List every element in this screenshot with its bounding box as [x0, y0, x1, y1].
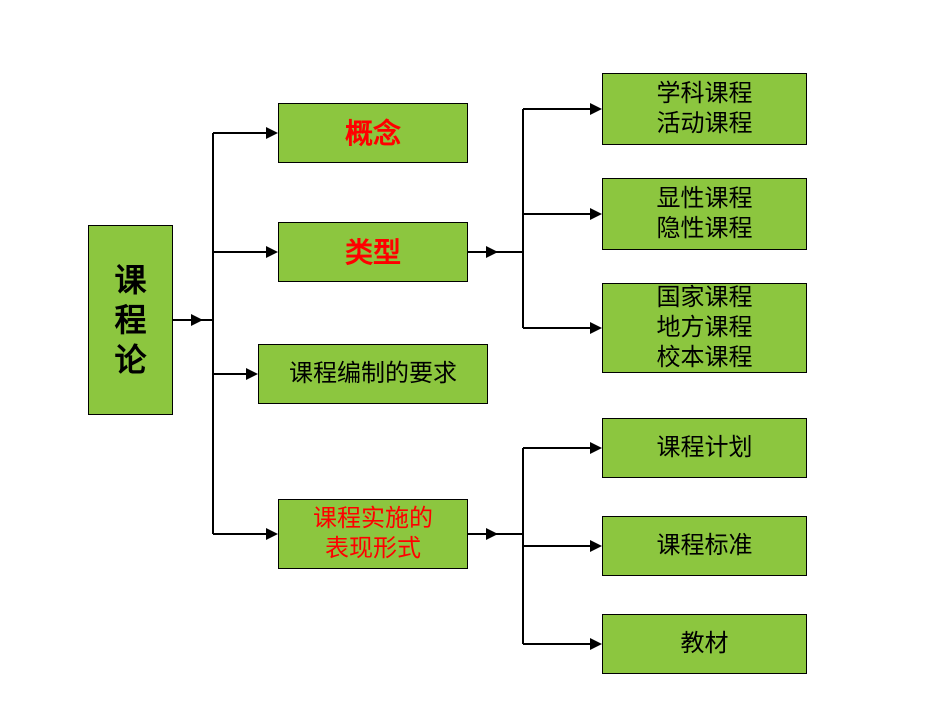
l2-label: 课程编制的要求: [289, 359, 457, 389]
root-line1: 课: [114, 260, 146, 300]
l3a-node: 国家课程地方课程校本课程: [602, 283, 807, 373]
l2-node-type: 类型: [278, 222, 468, 282]
l2-node-concept: 概念: [278, 103, 468, 163]
l3b-label: 课程标准: [657, 531, 753, 561]
l3b-label: 课程计划: [657, 433, 753, 463]
root-line2: 程: [114, 300, 146, 340]
l3a-node: 显性课程隐性课程: [602, 178, 807, 250]
l3a-label-line: 国家课程: [657, 283, 753, 313]
l2-label-line2: 表现形式: [325, 534, 421, 564]
l3a-label-line: 地方课程: [657, 313, 753, 343]
l3a-label-line: 隐性课程: [657, 214, 753, 244]
l3b-label: 教材: [681, 629, 729, 659]
root-line3: 论: [114, 340, 146, 380]
l3a-label-line: 活动课程: [657, 109, 753, 139]
l2-label-line1: 课程实施的: [313, 504, 433, 534]
l3b-node: 课程计划: [602, 418, 807, 478]
l3a-label-line: 显性课程: [657, 184, 753, 214]
l2-label: 类型: [345, 235, 401, 270]
l3a-node: 学科课程活动课程: [602, 73, 807, 145]
l3b-node: 教材: [602, 614, 807, 674]
l2-label: 概念: [345, 116, 401, 151]
l3a-label-line: 学科课程: [657, 79, 753, 109]
l3a-label-line: 校本课程: [657, 343, 753, 373]
l2-node-req: 课程编制的要求: [258, 344, 488, 404]
l3b-node: 课程标准: [602, 516, 807, 576]
root-node: 课 程 论: [88, 225, 173, 415]
l2-node-impl: 课程实施的 表现形式: [278, 499, 468, 569]
